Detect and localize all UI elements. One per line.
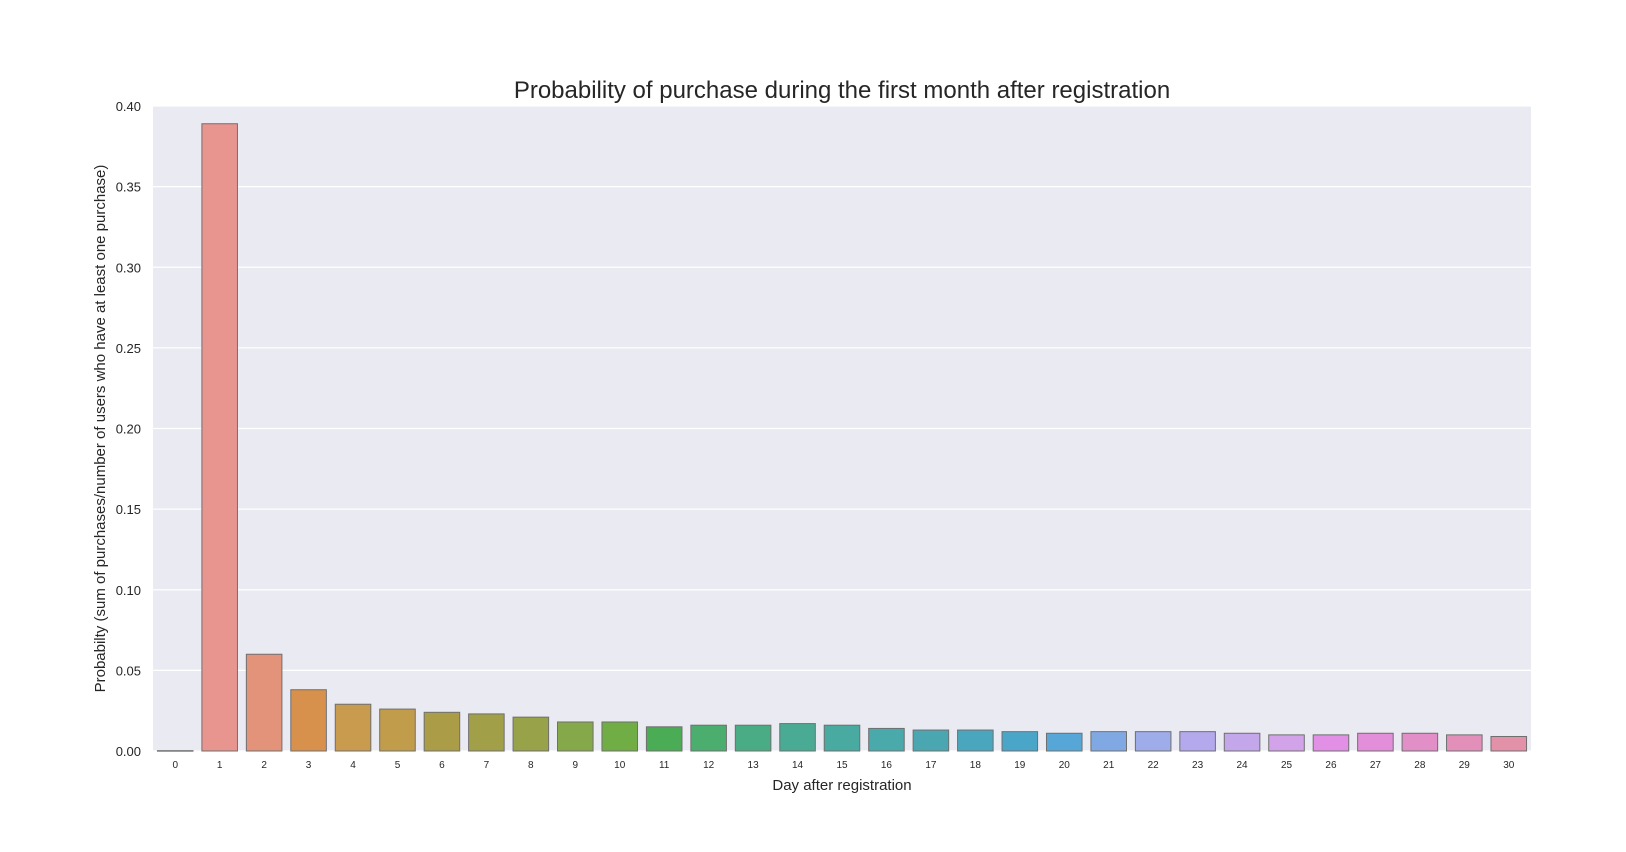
y-tick-label: 0.00 [116, 744, 141, 759]
bar-day-17 [912, 729, 950, 752]
y-tick-label: 0.05 [116, 663, 141, 678]
x-tick-label: 3 [306, 760, 312, 771]
bar-day-26 [1312, 734, 1350, 752]
bar-day-21 [1090, 731, 1127, 752]
bar-day-15 [823, 724, 861, 752]
bar-day-29 [1446, 734, 1483, 752]
x-tick-label: 8 [528, 760, 534, 771]
x-tick-label: 14 [792, 760, 804, 771]
bar-day-13 [734, 724, 772, 752]
bar-day-22 [1134, 731, 1172, 752]
bar-day-11 [645, 726, 683, 752]
bar-day-16 [868, 727, 905, 752]
x-tick-label: 30 [1503, 760, 1515, 771]
x-tick-label: 15 [836, 760, 848, 771]
x-tick-label: 23 [1192, 760, 1204, 771]
y-tick-label: 0.35 [116, 180, 141, 195]
x-tick-label: 22 [1148, 760, 1160, 771]
x-axis-ticks: 0 1 2 3 4 5 6 7 8 9 10 11 12 13 14 15 16 17 18 19 20 21 22 23 24… [172, 760, 1514, 771]
x-tick-label: 5 [395, 760, 401, 771]
bar-day-12 [690, 724, 727, 752]
bar-day-19 [1001, 731, 1039, 752]
x-tick-label: 6 [439, 760, 445, 771]
x-tick-label: 18 [970, 760, 982, 771]
x-tick-label: 25 [1281, 760, 1293, 771]
x-tick-label: 10 [614, 760, 626, 771]
bar-day-18 [957, 729, 994, 752]
bar-day-9 [557, 721, 594, 752]
bar-day-14 [779, 723, 816, 752]
bar-day-30 [1490, 735, 1528, 752]
bar-day-8 [512, 716, 550, 752]
x-tick-label: 24 [1237, 760, 1249, 771]
x-tick-label: 17 [925, 760, 937, 771]
x-tick-label: 13 [748, 760, 760, 771]
bar-day-4 [334, 703, 372, 752]
bar-day-6 [423, 711, 461, 752]
x-tick-label: 27 [1370, 760, 1382, 771]
y-tick-label: 0.20 [116, 422, 141, 437]
bar-day-27 [1357, 732, 1394, 752]
x-tick-label: 11 [659, 760, 670, 771]
y-axis-label: Probabilty (sum of purchases/number of u… [92, 165, 109, 693]
bar-day-28 [1401, 732, 1439, 752]
y-tick-label: 0.15 [116, 502, 141, 517]
bar-day-25 [1268, 734, 1305, 752]
x-tick-label: 21 [1103, 760, 1115, 771]
x-tick-label: 16 [881, 760, 893, 771]
x-axis-label: Day after registration [772, 777, 911, 794]
x-tick-label: 29 [1459, 760, 1471, 771]
x-tick-label: 7 [484, 760, 490, 771]
bar-day-24 [1223, 732, 1261, 752]
bar-day-23 [1179, 731, 1216, 752]
x-tick-label: 26 [1325, 760, 1337, 771]
x-tick-label: 9 [573, 760, 579, 771]
chart-title: Probability of purchase during the first… [514, 77, 1170, 104]
x-tick-label: 28 [1414, 760, 1426, 771]
x-tick-label: 2 [261, 760, 267, 771]
x-tick-label: 20 [1059, 760, 1071, 771]
x-tick-label: 4 [350, 760, 356, 771]
bar-day-7 [468, 713, 505, 752]
y-tick-label: 0.40 [116, 99, 141, 114]
bar-day-1 [201, 123, 238, 752]
y-axis-ticks: 0.00 0.05 0.10 0.15 0.20 0.25 0.30 0.35 0.40 [116, 99, 141, 759]
bar-day-20 [1045, 732, 1083, 752]
y-tick-label: 0.10 [116, 583, 141, 598]
bar-day-2 [245, 653, 283, 752]
x-tick-label: 1 [217, 760, 223, 771]
bar-day-0 [156, 750, 194, 752]
x-tick-label: 0 [172, 760, 178, 771]
bar-day-5 [379, 708, 416, 752]
bar-day-10 [601, 721, 639, 752]
y-tick-label: 0.30 [116, 260, 141, 275]
x-tick-label: 12 [703, 760, 715, 771]
bars [156, 123, 1528, 752]
x-tick-label: 19 [1014, 760, 1026, 771]
y-tick-label: 0.25 [116, 341, 141, 356]
bar-day-3 [290, 689, 327, 752]
